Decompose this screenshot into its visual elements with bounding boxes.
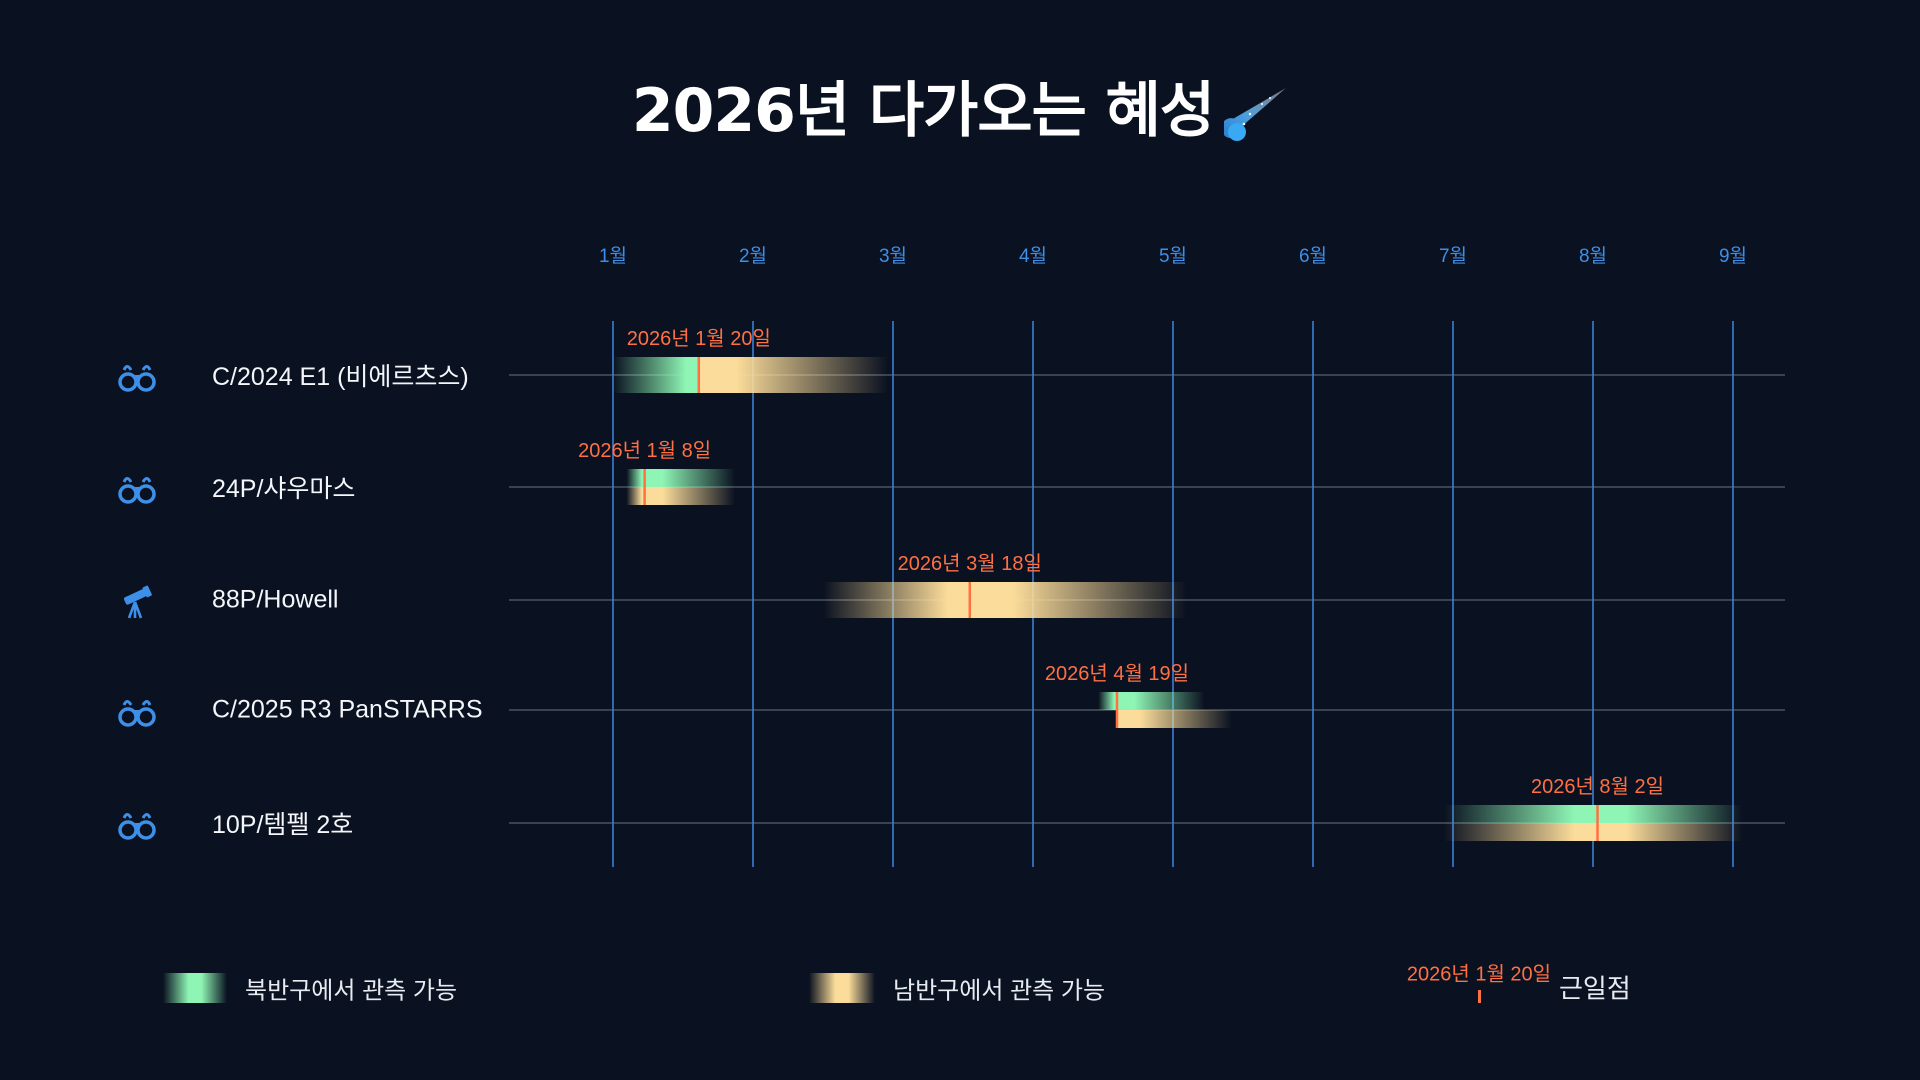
month-tick-label: 5월 — [1159, 245, 1187, 267]
legend-southern-label: 남반구에서 관측 가능 — [893, 977, 1106, 1005]
legend-southern-swatch — [809, 973, 875, 1003]
binoculars-icon — [118, 695, 156, 729]
northern-visibility-bar — [613, 357, 699, 393]
month-tick-label: 9월 — [1719, 245, 1747, 267]
month-tick-label: 1월 — [599, 245, 627, 267]
comet-icon — [1221, 88, 1286, 142]
perihelion-label: 2026년 4월 19일 — [1045, 662, 1189, 685]
telescope-icon — [118, 585, 156, 619]
southern-visibility-bar — [626, 487, 735, 505]
month-tick-label: 7월 — [1439, 245, 1467, 267]
month-tick-label: 4월 — [1019, 245, 1047, 267]
northern-visibility-bar — [1098, 692, 1205, 710]
perihelion-label: 2026년 8월 2일 — [1531, 775, 1664, 798]
northern-visibility-bar — [1443, 805, 1743, 823]
month-tick-label: 6월 — [1299, 245, 1327, 267]
month-tick-label: 3월 — [879, 245, 907, 267]
month-tick-label: 2월 — [739, 245, 767, 267]
legend-northern-label: 북반구에서 관측 가능 — [245, 977, 458, 1005]
southern-visibility-bar — [1443, 823, 1743, 841]
chart-title: 2026년 다가오는 혜성 — [0, 62, 1920, 149]
comet-name: C/2024 E1 (비에르츠스) — [212, 363, 469, 391]
month-tick-label: 8월 — [1579, 245, 1607, 267]
binoculars-icon — [118, 360, 156, 394]
binoculars-icon — [118, 808, 156, 842]
southern-visibility-bar — [698, 357, 888, 393]
comet-name: 88P/Howell — [212, 585, 339, 614]
legend-perihelion-date: 2026년 1월 20일 — [1406, 963, 1552, 986]
comet-name: 10P/템펠 2호 — [212, 811, 354, 839]
comet-name: C/2025 R3 PanSTARRS — [212, 695, 483, 724]
comet-name: 24P/샤우마스 — [212, 475, 356, 503]
binoculars-icon — [118, 472, 156, 506]
perihelion-label: 2026년 1월 20일 — [627, 327, 771, 350]
legend-northern-swatch — [163, 973, 227, 1003]
southern-visibility-bar — [1117, 710, 1232, 728]
perihelion-label: 2026년 1월 8일 — [578, 439, 711, 462]
southern-visibility-bar — [823, 582, 1187, 618]
legend-perihelion-label: 근일점 — [1559, 973, 1631, 1004]
title-text: 2026년 다가오는 혜성 — [631, 76, 1215, 146]
legend-perihelion-marker — [1478, 990, 1481, 1003]
northern-visibility-bar — [626, 469, 735, 487]
perihelion-label: 2026년 3월 18일 — [898, 552, 1042, 575]
